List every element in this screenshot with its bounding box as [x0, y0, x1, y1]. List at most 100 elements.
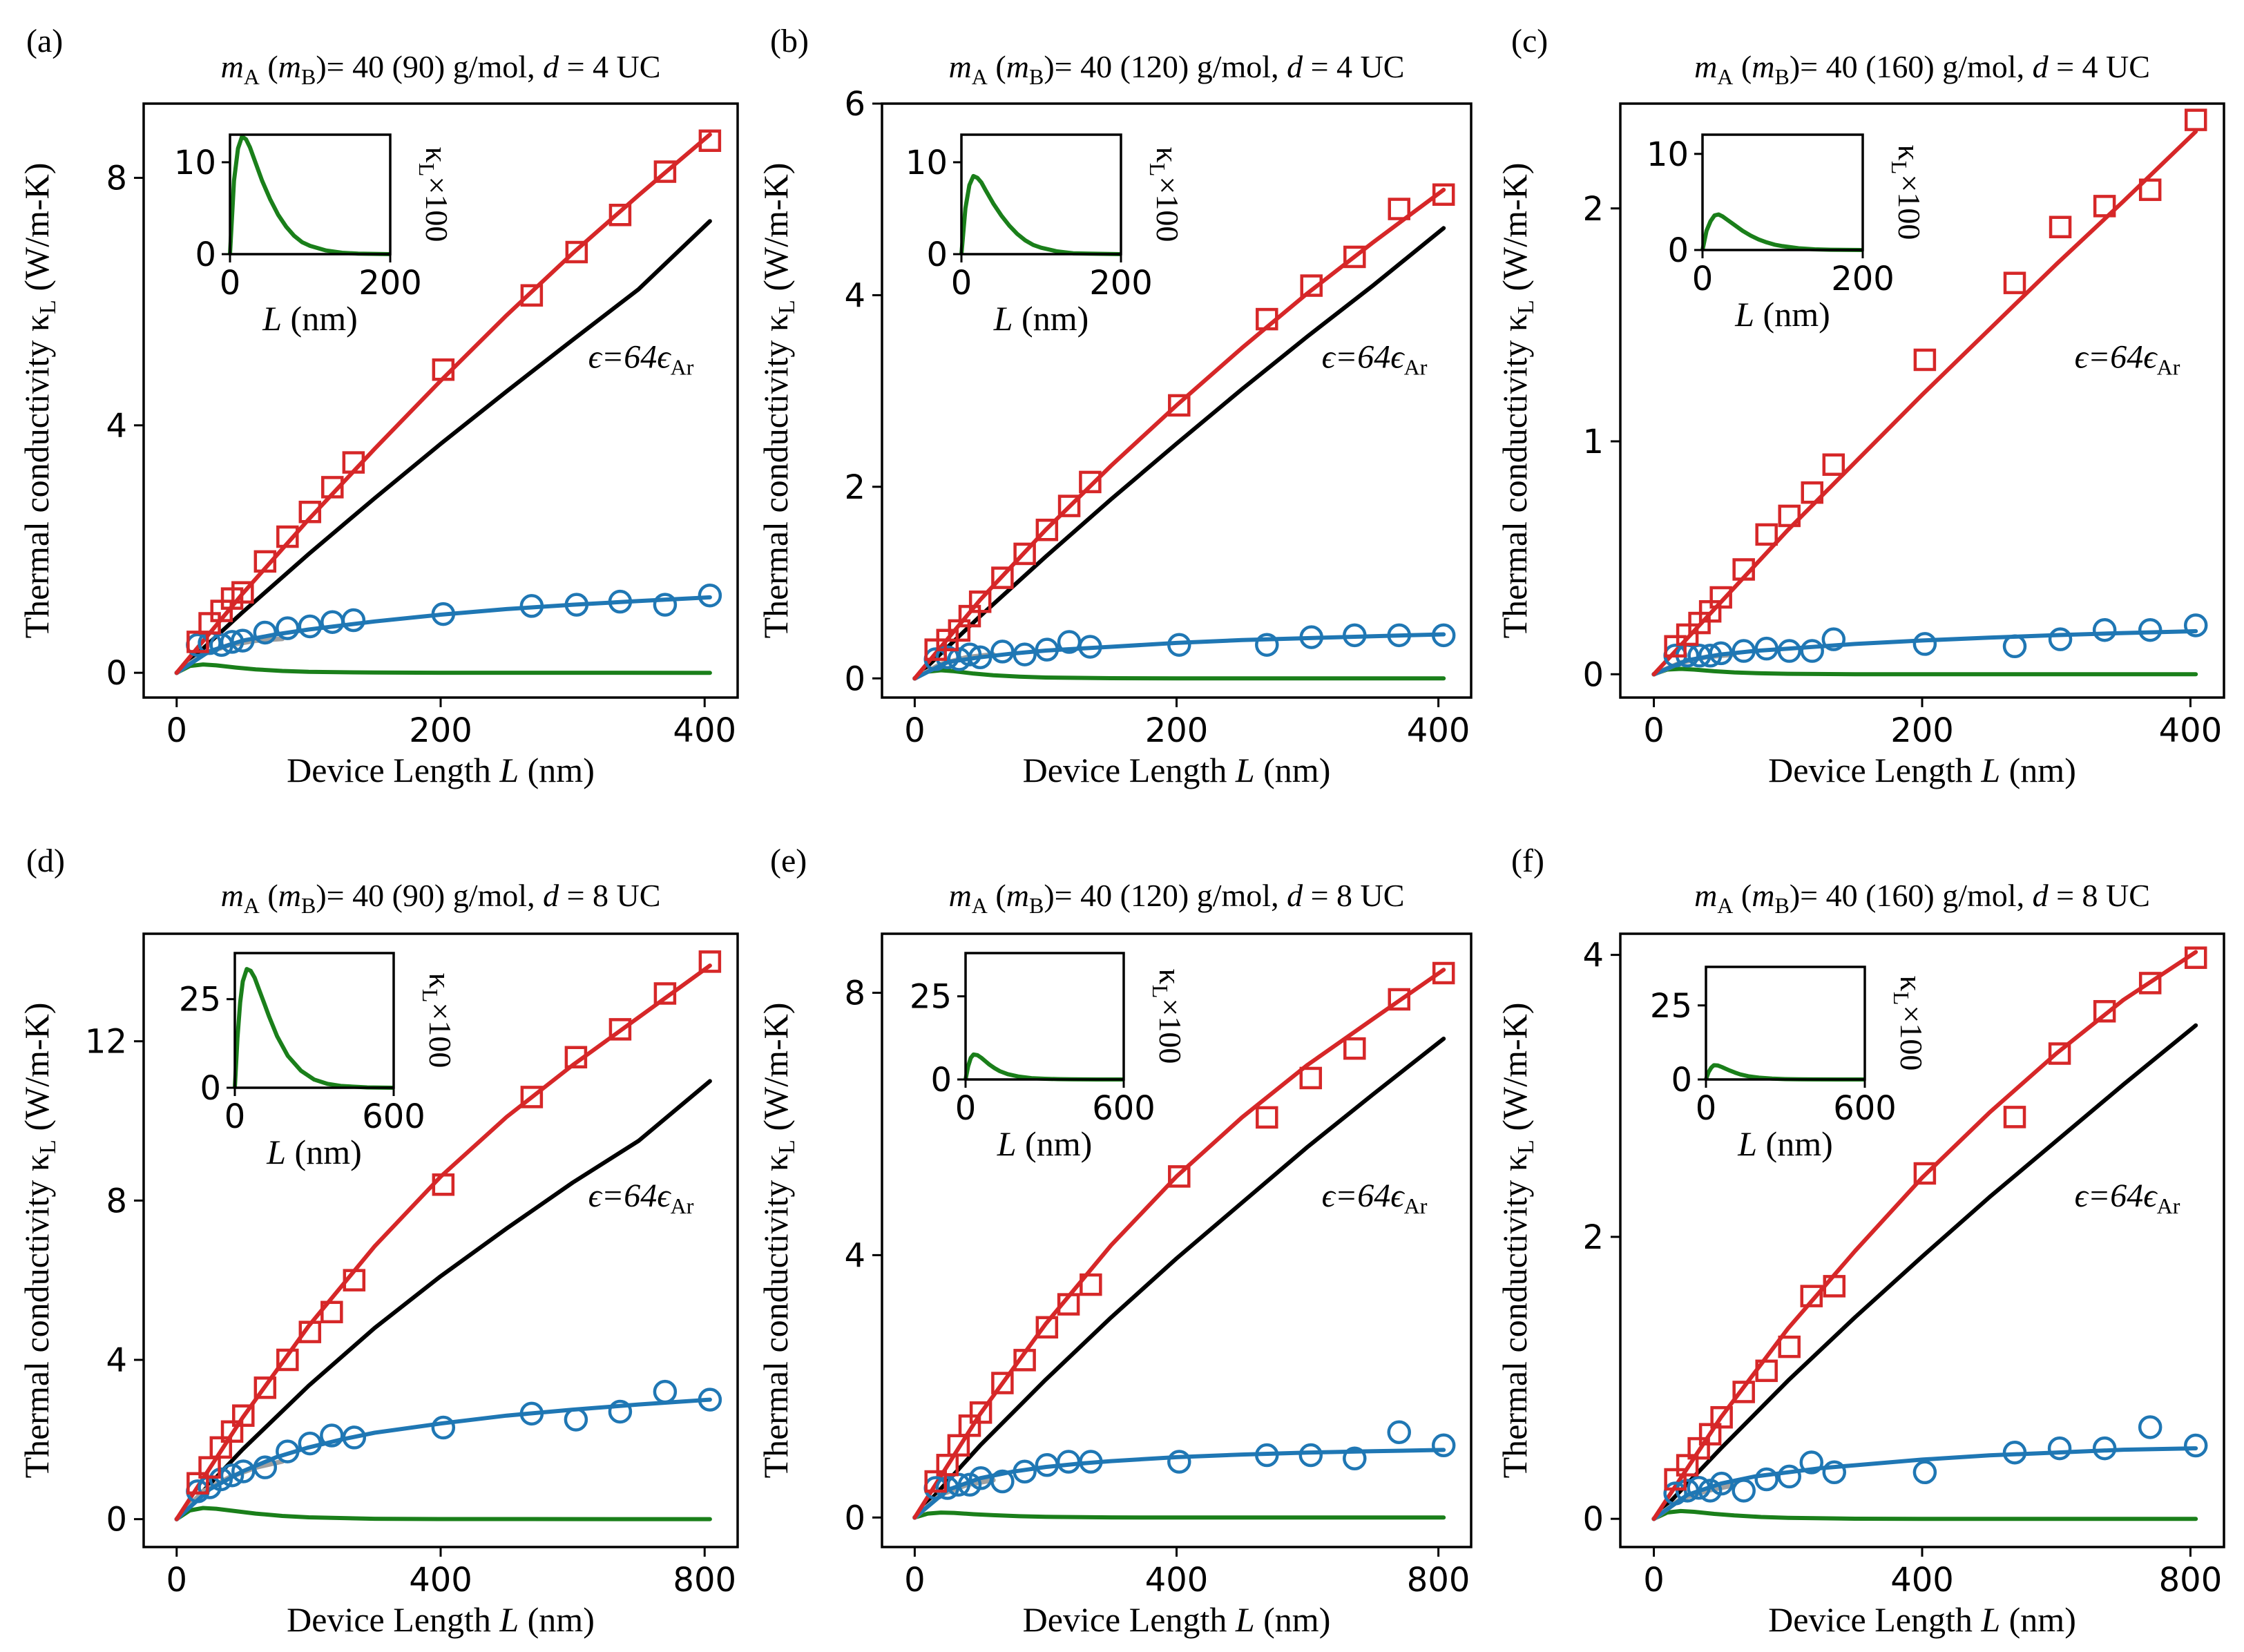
inset-frame [960, 133, 1122, 256]
text-part: ×100 [1150, 176, 1185, 242]
text-part: ( [1733, 49, 1752, 84]
panel-title: mA (mB)= 40 (90) g/mol, d = 4 UC [221, 49, 661, 89]
plot-area [174, 129, 722, 675]
x-axis-label: Device Length L (nm) [287, 751, 595, 789]
data-point-square [1778, 1335, 1801, 1358]
text-part: ϵ=64ϵ [1322, 1178, 1406, 1214]
text-part: ( [1112, 49, 1131, 84]
text-part: 0 [1582, 655, 1604, 694]
data-point-circle [698, 583, 722, 608]
text-part: Device Length [1768, 751, 1981, 789]
data-point-circle [298, 614, 323, 639]
data-point-square [1388, 198, 1410, 220]
data-point-square [186, 1472, 209, 1495]
text-part: L [1513, 300, 1539, 314]
data-point-square [321, 476, 344, 499]
panel-title: mA (mB)= 40 (120) g/mol, d = 4 UC [949, 49, 1405, 89]
text-part: (nm) [519, 751, 595, 789]
data-point-square [1256, 307, 1278, 331]
data-point-square [1664, 635, 1687, 658]
data-point-circle [431, 1415, 456, 1440]
data-point-square [1343, 1037, 1366, 1060]
text-part: ) g/mol, [1178, 49, 1287, 84]
series-green-line [912, 1510, 1446, 1520]
data-point-square [253, 1376, 277, 1399]
data-point-circle [220, 630, 244, 654]
inset-frame [233, 952, 395, 1089]
text-part: (nm) [286, 1133, 362, 1171]
data-point-circle [1299, 625, 1323, 649]
data-point-square [1388, 988, 1410, 1011]
text-part: Device Length [1023, 1600, 1236, 1639]
data-point-square [231, 581, 254, 604]
plot-area [1651, 946, 2208, 1521]
data-point-circle [2047, 1436, 2072, 1461]
inset-green-curve [233, 967, 394, 1090]
text-part: m [1694, 878, 1717, 913]
inset-y-tick-label: 10 [174, 144, 216, 182]
inset-x-label: L (nm) [266, 1133, 362, 1171]
x-axis-label: Device Length L (nm) [287, 1600, 595, 1639]
data-point-circle [519, 594, 544, 618]
text-part: L [1889, 992, 1914, 1006]
data-point-circle [1255, 633, 1279, 657]
data-point-square [1709, 586, 1732, 609]
text-part: 0 [106, 654, 127, 693]
text-part: 2 [844, 468, 865, 507]
text-part: (nm) [1255, 751, 1331, 789]
y-tick-label: 8 [106, 160, 127, 198]
data-point-square [698, 129, 722, 152]
data-point-circle [2183, 613, 2208, 637]
text-part: A [244, 893, 260, 918]
text-part: L [1737, 1124, 1757, 1163]
inset-frame [229, 133, 392, 256]
text-part: 0 [1643, 1561, 1665, 1600]
data-point-circle [1013, 642, 1037, 666]
data-point-square [608, 1018, 632, 1041]
series-blue-fit [1651, 628, 2198, 677]
text-part: UC [2098, 878, 2150, 913]
data-point-circle [1013, 1459, 1037, 1484]
data-point-square [1822, 453, 1845, 476]
text-part: 0 [220, 264, 241, 302]
series-blue-fit [1651, 1446, 2198, 1521]
x-tick-label: 800 [673, 1561, 736, 1600]
text-part: 8 [106, 160, 127, 198]
epsilon-annotation: ϵ=64ϵAr [588, 1178, 694, 1218]
text-part: = [1303, 878, 1336, 913]
text-part: 1 [1582, 423, 1604, 461]
data-point-square [2048, 1042, 2071, 1065]
text-part: ( [260, 878, 278, 913]
text-part: 200 [1089, 264, 1153, 302]
inset-frame [1701, 133, 1864, 251]
text-part: A [1717, 893, 1733, 918]
inset-x-tick-label: 0 [955, 1089, 977, 1128]
text-part: 200 [409, 711, 472, 750]
text-part: (a) [26, 23, 63, 59]
data-point-circle [1387, 1420, 1411, 1445]
panel-title: mA (mB)= 40 (160) g/mol, d = 4 UC [1694, 49, 2150, 89]
data-point-circle [1777, 639, 1801, 663]
text-part: L [774, 300, 800, 314]
series-green-line [174, 662, 712, 675]
text-part: 40 [352, 49, 384, 84]
x-tick-label: 800 [1407, 1561, 1470, 1600]
data-point-square [1755, 523, 1778, 546]
data-point-square [198, 612, 221, 635]
x-axis-label: Device Length L (nm) [1023, 1600, 1331, 1639]
data-point-circle [1732, 639, 1756, 663]
text-part: 0 [195, 236, 216, 274]
text-part: (nm) [282, 299, 358, 338]
text-part: 4 [1582, 937, 1604, 975]
text-part: 0 [200, 1069, 221, 1108]
panel-5: (f)mA (mB)= 40 (160) g/mol, d = 8 UC0 400… [1495, 843, 2225, 1639]
data-point-square [1432, 183, 1455, 206]
y-tick-label: 0 [106, 1501, 127, 1539]
text-part: L [35, 1140, 61, 1154]
x-tick-label: 0 [1643, 711, 1665, 750]
text-part: ) g/mol, [1924, 49, 2032, 84]
x-tick-label: 0 [166, 1561, 188, 1600]
inset-x-tick-label: 0 [1696, 1089, 1717, 1128]
